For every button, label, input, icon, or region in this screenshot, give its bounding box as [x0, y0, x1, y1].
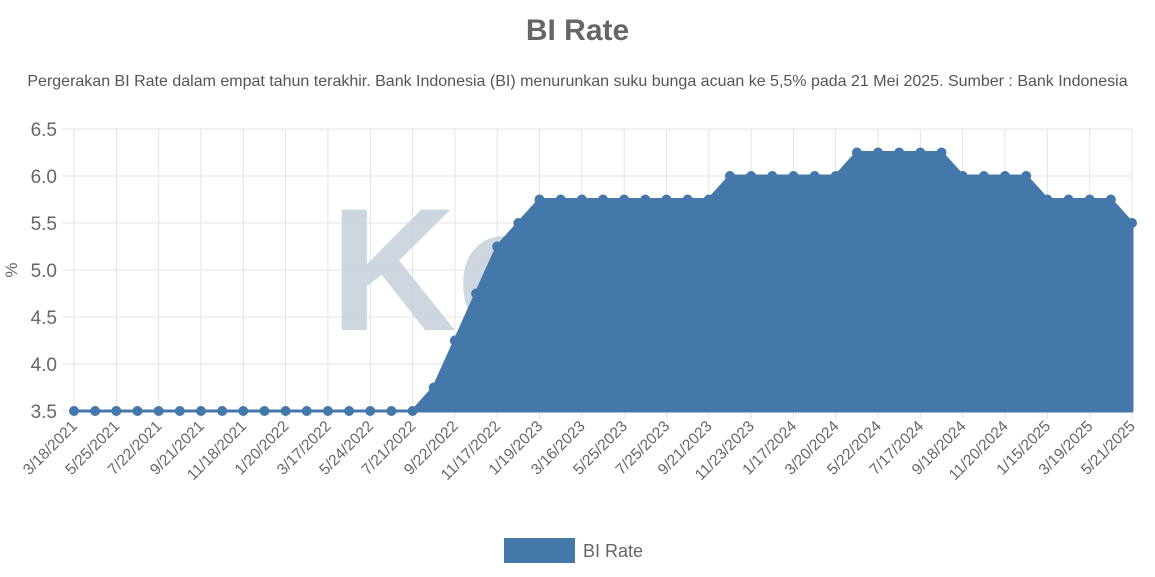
data-point [640, 194, 651, 205]
data-point [386, 406, 397, 416]
data-point [365, 406, 376, 416]
chart-subtitle: Pergerakan BI Rate dalam empat tahun ter… [27, 73, 1128, 90]
data-point [238, 406, 249, 416]
data-point [280, 406, 291, 416]
data-point [724, 171, 735, 181]
y-tick-label: 6.0 [31, 167, 57, 188]
data-point [428, 382, 439, 393]
data-point [513, 218, 524, 228]
y-tick-label: 4.5 [31, 308, 57, 329]
data-point [1042, 194, 1053, 205]
data-point [851, 147, 862, 158]
data-point [936, 147, 947, 158]
data-point [978, 171, 989, 181]
data-point [1084, 194, 1095, 205]
data-point [90, 406, 101, 416]
data-point [957, 171, 968, 181]
data-point [153, 406, 164, 416]
data-point [111, 406, 122, 416]
data-point [682, 194, 693, 205]
x-axis: 3/18/20215/25/20217/22/20219/21/202111/1… [20, 418, 1139, 484]
y-tick-label: 5.0 [31, 261, 57, 282]
data-point [619, 194, 630, 205]
data-point [576, 194, 587, 205]
data-point [809, 171, 820, 181]
series-area [69, 147, 1137, 416]
data-point [69, 406, 79, 416]
data-point [1021, 171, 1032, 181]
data-point [301, 406, 312, 416]
data-point [195, 406, 206, 416]
legend-swatch [504, 538, 575, 563]
data-point [873, 147, 884, 158]
data-point [661, 194, 672, 205]
data-point [1127, 218, 1137, 228]
data-point [534, 194, 545, 205]
area-fill [72, 151, 1134, 413]
data-point [746, 171, 757, 181]
data-point [259, 406, 270, 416]
data-point [1105, 194, 1116, 205]
data-point [915, 147, 926, 158]
legend[interactable]: BI Rate [504, 538, 643, 563]
chart-title: BI Rate [525, 14, 630, 47]
data-point [492, 241, 503, 252]
data-point [132, 406, 143, 416]
data-point [471, 288, 482, 299]
y-tick-label: 5.5 [31, 214, 57, 235]
data-point [174, 406, 185, 416]
data-point [1063, 194, 1074, 205]
data-point [217, 406, 228, 416]
data-point [703, 194, 714, 205]
data-point [788, 171, 799, 181]
y-axis: 3.5 4.0 4.5 5.0 5.5 6.0 6.5 [31, 120, 57, 423]
data-point [830, 171, 841, 181]
y-tick-label: 6.5 [31, 120, 57, 141]
y-tick-label: 3.5 [31, 402, 57, 423]
data-point [407, 406, 418, 416]
data-point [894, 147, 905, 158]
data-point [344, 406, 355, 416]
data-point [598, 194, 608, 205]
data-point [1000, 171, 1011, 181]
y-tick-label: 4.0 [31, 355, 57, 376]
data-point [767, 171, 778, 181]
y-axis-label: % [2, 262, 21, 277]
data-point [555, 194, 566, 205]
data-point [322, 406, 333, 416]
data-point [449, 335, 460, 346]
legend-label: BI Rate [583, 541, 643, 561]
